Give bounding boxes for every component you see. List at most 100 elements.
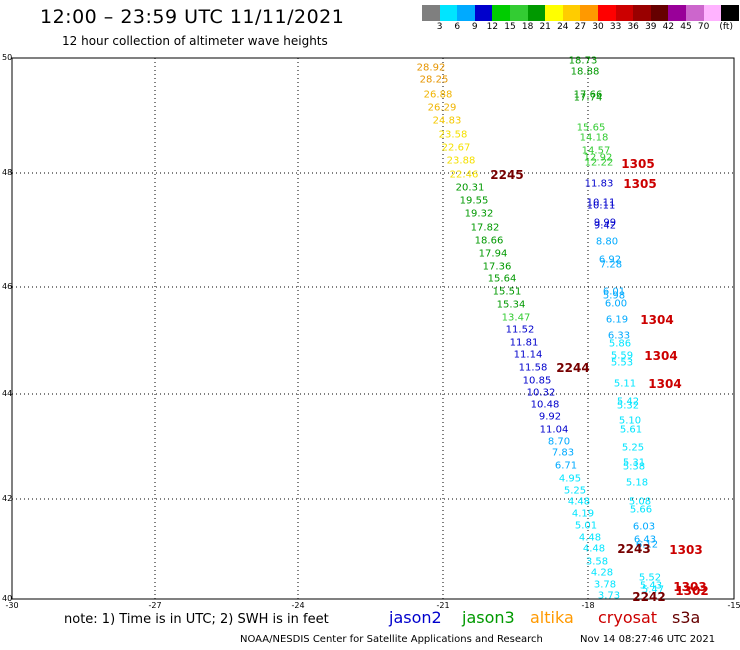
legend-swatch — [457, 5, 475, 21]
wave-height-value: 8.70 — [547, 436, 571, 448]
pass-time-label: 1304 — [640, 313, 674, 327]
wave-height-value: 4.48 — [578, 532, 602, 544]
wave-height-value: 7.83 — [551, 447, 575, 459]
latitude-label: 50 — [2, 53, 13, 62]
legend-tick-label: 39 — [645, 22, 657, 32]
wave-height-value: 8.80 — [595, 236, 619, 248]
pass-time-label: 2244 — [556, 361, 590, 375]
latitude-label: 42 — [2, 494, 13, 503]
legend-swatch — [597, 5, 616, 21]
legend-tick-label: 12 — [486, 22, 499, 32]
wave-height-value: 9.42 — [593, 220, 617, 232]
legend-tick-label: (ft) — [719, 22, 733, 32]
legend-tick-label: 27 — [574, 22, 587, 32]
legend-swatch — [527, 5, 546, 21]
wave-height-value: 9.92 — [538, 411, 562, 423]
satellite-legend-jason3: jason3 — [462, 608, 515, 627]
wave-height-value: 3.73 — [597, 590, 621, 602]
wave-height-value: 17.82 — [470, 222, 500, 234]
legend-tick-label: 9 — [471, 22, 478, 32]
legend-swatch — [650, 5, 669, 21]
longitude-label: -24 — [291, 601, 305, 610]
wave-height-value: 19.32 — [464, 208, 494, 220]
wave-height-value: 22.67 — [441, 142, 471, 154]
wave-height-value: 10.11 — [586, 200, 616, 212]
wave-height-value: 5.01 — [574, 520, 598, 532]
legend-tick-label: 3 — [436, 22, 443, 32]
longitude-label: -15 — [727, 601, 740, 610]
wave-height-value: 5.59 — [610, 350, 634, 362]
wave-height-value: 5.11 — [613, 378, 637, 390]
legend-swatch — [439, 5, 458, 21]
pass-time-label: 1305 — [621, 157, 655, 171]
wave-height-value: 5.52 — [638, 572, 662, 584]
wave-height-value: 26.29 — [427, 102, 457, 114]
wave-height-value: 14.18 — [579, 132, 609, 144]
legend-labels: 3 6 9 12 15 18 21 24 27 30 33 36 39 42 45 70 (ft) — [422, 21, 740, 35]
wave-height-value: 18.66 — [474, 235, 504, 247]
wave-height-value: 11.04 — [539, 424, 569, 436]
wave-height-value: 5.98 — [602, 290, 626, 302]
legend-tick-label: 45 — [680, 22, 692, 32]
legend-swatch — [633, 5, 651, 21]
wave-height-value: 11.14 — [513, 349, 543, 361]
wave-height-value: 7.28 — [599, 259, 623, 271]
wave-height-value: 24.83 — [432, 115, 462, 127]
generated-timestamp: Nov 14 08:27:46 UTC 2021 — [580, 634, 716, 645]
legend-swatch — [492, 5, 510, 21]
wave-height-value: 6.12 — [635, 539, 659, 551]
wave-height-value: 13.47 — [501, 312, 531, 324]
wave-height-value: 10.48 — [530, 399, 560, 411]
satellite-legend-jason2: jason2 — [389, 608, 442, 627]
wave-height-value: 10.85 — [522, 375, 552, 387]
legend-tick-label: 30 — [592, 22, 604, 32]
wave-height-value: 23.88 — [446, 155, 476, 167]
wave-height-value: 5.08 — [628, 496, 652, 508]
legend-tick-label: 42 — [662, 22, 675, 32]
legend-swatch — [721, 5, 739, 21]
satellite-legend-cryosat: cryosat — [598, 608, 658, 627]
wave-height-color-legend — [422, 5, 739, 21]
wave-height-value: 5.38 — [622, 461, 646, 473]
legend-tick-label: 36 — [627, 22, 639, 32]
map-title: 12:00 – 23:59 UTC 11/11/2021 — [40, 6, 345, 28]
wave-height-value: 5.66 — [629, 504, 653, 516]
wave-height-value: 6.00 — [604, 298, 628, 310]
wave-height-value: 6.33 — [607, 330, 631, 342]
wave-height-value: 23.58 — [438, 129, 468, 141]
legend-tick-label: 15 — [504, 22, 516, 32]
legend-swatch — [422, 5, 440, 21]
wave-height-value: 28.92 — [416, 62, 446, 74]
legend-tick-label: 33 — [609, 22, 622, 32]
wave-height-value: 5.10 — [618, 415, 642, 427]
wave-height-value: 5.18 — [625, 477, 649, 489]
wave-height-value: 5.43 — [639, 580, 663, 592]
wave-height-value: 5.25 — [563, 485, 587, 497]
wave-height-value: 12.92 — [583, 152, 613, 164]
longitude-label: -27 — [148, 601, 162, 610]
wave-height-value: 6.43 — [633, 534, 657, 546]
legend-swatch — [562, 5, 581, 21]
footer-note: note: 1) Time is in UTC; 2) SWH is in fe… — [64, 612, 329, 627]
wave-height-value: 15.65 — [576, 122, 606, 134]
legend-tick-label: 21 — [539, 22, 551, 32]
map-subtitle: 12 hour collection of altimeter wave hei… — [62, 34, 328, 48]
plot-frame — [11, 57, 735, 600]
wave-height-value: 10.32 — [526, 387, 556, 399]
wave-height-value: 4.28 — [590, 567, 614, 579]
legend-tick-label: 6 — [454, 22, 461, 32]
wave-height-value: 18.73 — [568, 55, 598, 67]
wave-height-value: 5.47 — [641, 584, 665, 596]
wave-height-value: 4.48 — [582, 543, 606, 555]
wave-height-value: 6.03 — [632, 521, 656, 533]
latitude-label: 46 — [2, 282, 13, 291]
wave-height-value: 3.58 — [585, 556, 609, 568]
wave-height-value: 11.52 — [505, 324, 535, 336]
wave-height-value: 14.57 — [581, 145, 611, 157]
wave-height-value: 28.25 — [419, 74, 449, 86]
wave-height-value: 5.86 — [608, 338, 632, 350]
longitude-label: -18 — [581, 601, 595, 610]
legend-swatch — [509, 5, 528, 21]
wave-height-value: 10.11 — [586, 197, 616, 209]
